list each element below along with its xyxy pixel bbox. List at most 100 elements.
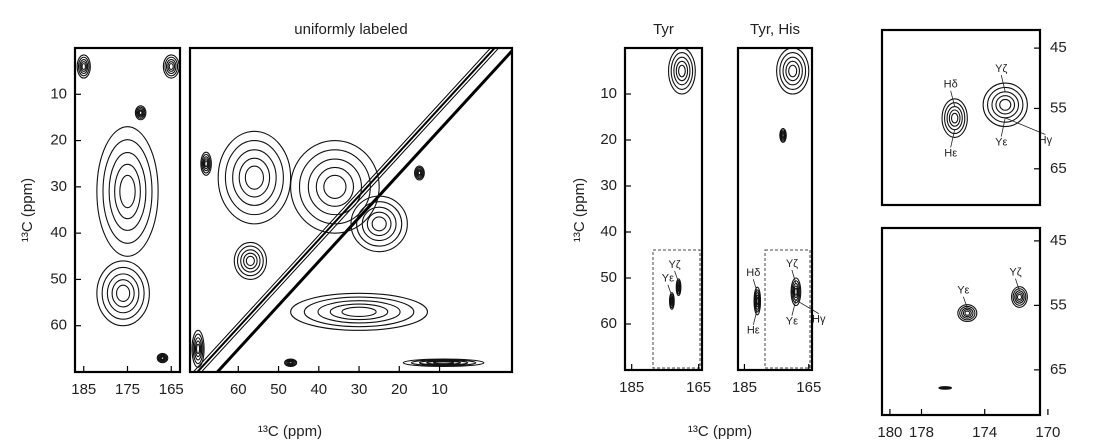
contour-ring [670,52,694,90]
x-tick-label: 180 [877,424,902,441]
contour-ring [77,56,90,77]
contour-ring [195,343,201,355]
contour-ring [986,86,1024,123]
contour-ring [329,303,389,321]
x-tick-label: 185 [619,379,644,396]
contour-ring [675,60,689,82]
leader-line [795,299,819,314]
peak-contour [200,151,212,176]
contour-ring [315,166,355,207]
peak-contour [162,54,180,79]
peak-label: Yζ [995,63,1007,75]
peak [941,98,968,138]
contour-ring [793,285,799,299]
x-tick-label: 165 [686,379,711,396]
y-tick-label: 45 [1050,232,1067,249]
peak-label: Yε [995,136,1007,148]
plot-area [667,48,696,310]
contour-ring [788,64,798,78]
plot-area [191,48,512,372]
peak-label: Yε [786,316,798,328]
contour-ring [157,353,168,363]
contour-ring [754,289,761,313]
contour-ring [203,158,209,170]
y-tick-label: 65 [1050,361,1067,378]
peak-label: Yε [957,285,969,297]
contour-ring [243,252,258,270]
contour-ring [944,102,966,135]
contour-ring [108,152,147,231]
contour-ring [779,52,807,90]
contour-ring [1016,293,1022,301]
x-tick-label: 10 [431,381,448,398]
peak [284,358,298,367]
peak [402,358,485,367]
contour-ring [168,63,174,70]
peak [776,48,810,95]
panel-frame [623,46,704,372]
x-tick-label: 178 [909,424,934,441]
contour-ring [1015,292,1024,302]
peak-label: Hδ [944,79,958,91]
contour-ring [950,112,959,124]
x-tick-label: 185 [732,379,757,396]
peak-contour [290,140,380,234]
leader-line [752,279,758,293]
peak [191,329,205,368]
leader-line [1000,75,1006,92]
leader-line [1015,278,1020,291]
peak-contour [350,195,408,253]
contour-ring [81,63,86,70]
contour-ring [964,310,971,316]
panel-title: Tyr [653,21,674,38]
peak-contour [284,358,298,367]
plot-area [938,286,1028,390]
peak [667,48,696,95]
contour-ring [678,64,686,78]
peak-contour [941,98,968,138]
contour-ring [286,359,295,366]
peak-contour [156,352,169,364]
peak [156,352,169,364]
contour-ring [782,56,803,86]
peak-label: Hγ [1039,134,1053,146]
x-tick-label: 175 [115,381,140,398]
contour-ring [371,216,387,232]
peak-contour [790,277,802,307]
diagonal [195,48,497,372]
peak-label: Hγ [812,314,826,326]
panel-frame [73,46,182,374]
peak-contour [96,260,150,327]
contour-ring [361,206,397,242]
contour-ring [317,300,401,324]
contour-ring [298,149,371,225]
x-tick-label: 185 [71,381,96,398]
peak-contour [134,105,147,121]
peak [414,165,425,181]
contour-ring [943,387,948,389]
contour-ring [415,168,423,178]
peak [982,82,1028,128]
plot-area [76,54,180,364]
peak-contour [191,329,205,368]
peak-contour [753,286,762,316]
contour-ring [366,211,392,237]
contour-ring [999,98,1012,111]
peak-label: Yε [662,273,674,285]
contour-ring [673,56,691,86]
peak-contour [217,130,292,225]
contour-ring [119,174,136,209]
leader-line [791,269,797,284]
contour-ring [202,156,210,172]
peak-contour [290,292,429,331]
plot-area [941,82,1028,138]
peak-label: Yζ [1009,267,1021,279]
contour-ring [432,361,455,365]
contour-ring [323,174,347,199]
leader-line [950,129,956,148]
contour-ring [948,109,961,127]
x-tick-label: 174 [972,424,997,441]
leader-line [1000,117,1006,137]
x-axis-label: ¹³C (ppm) [258,423,322,440]
